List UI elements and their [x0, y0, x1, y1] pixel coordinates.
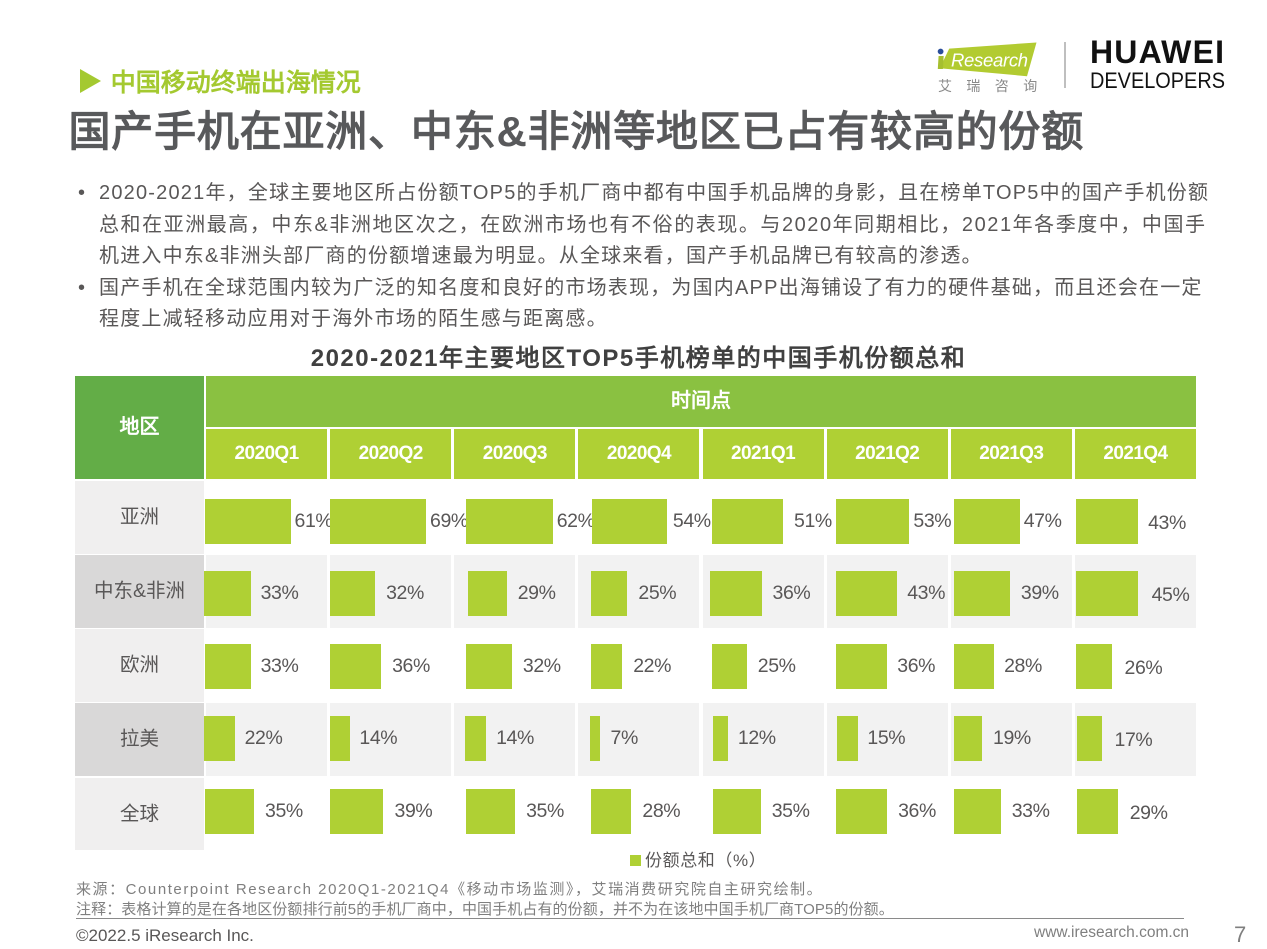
svg-text:Research: Research — [951, 50, 1028, 71]
